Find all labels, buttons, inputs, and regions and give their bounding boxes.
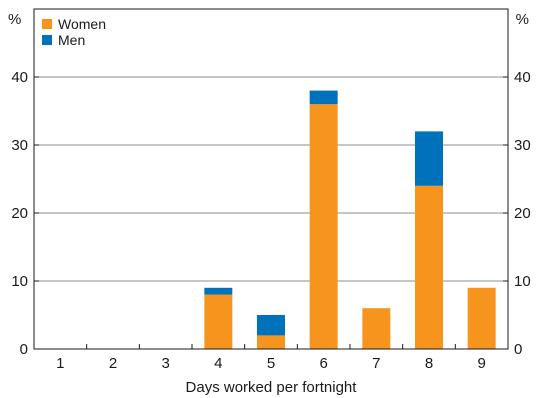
x-tick-label: 3: [161, 355, 169, 372]
x-tick-label: 4: [214, 355, 222, 372]
y-tick-label-left: 40: [11, 69, 28, 86]
y-axis-unit-right: %: [516, 11, 529, 28]
y-tick-label-right: 20: [514, 205, 531, 222]
tick-labels: 0 0 10 10 20 20 30 30 40 40 1 2 3 4 5 6 7 8 9: [11, 69, 530, 372]
bar-men-6: [309, 90, 338, 105]
x-tick-label: 6: [319, 355, 327, 372]
legend-swatch-women: [42, 19, 52, 29]
y-tick-label-right: 30: [514, 137, 531, 154]
y-tick-label-left: 20: [11, 205, 28, 222]
bar-men-5: [257, 315, 285, 336]
legend-label-women: Women: [58, 16, 106, 32]
y-tick-label-right: 40: [514, 69, 531, 86]
x-tick-label: 1: [56, 355, 64, 372]
y-axis-unit-left: %: [8, 11, 21, 28]
y-tick-label-left: 10: [11, 273, 28, 290]
x-tick-label: 2: [109, 355, 117, 372]
y-tick-label-left: 0: [20, 341, 28, 358]
y-tick-label-left: 30: [11, 137, 28, 154]
bar-women-6: [309, 104, 338, 349]
legend-swatch-men: [42, 35, 52, 45]
x-tick-label: 9: [477, 355, 485, 372]
plot-border: [33, 8, 509, 350]
bar-women-4: [204, 294, 233, 349]
y-tick-label-right: 0: [514, 341, 522, 358]
bar-men-4: [204, 287, 233, 295]
x-tick-label: 7: [372, 355, 380, 372]
y-tick-label-right: 10: [514, 273, 531, 290]
bar-men-8: [415, 131, 443, 186]
bar-women-5: [257, 335, 285, 349]
bars: [204, 90, 496, 349]
x-tick-label: 5: [267, 355, 275, 372]
x-tick-label: 8: [425, 355, 433, 372]
bar-women-8: [415, 185, 443, 349]
legend-label-men: Men: [58, 32, 85, 48]
bar-women-9: [467, 287, 496, 349]
plot-frame: [33, 8, 509, 350]
x-axis-title: Days worked per fortnight: [186, 379, 358, 396]
bar-women-7: [362, 308, 391, 349]
